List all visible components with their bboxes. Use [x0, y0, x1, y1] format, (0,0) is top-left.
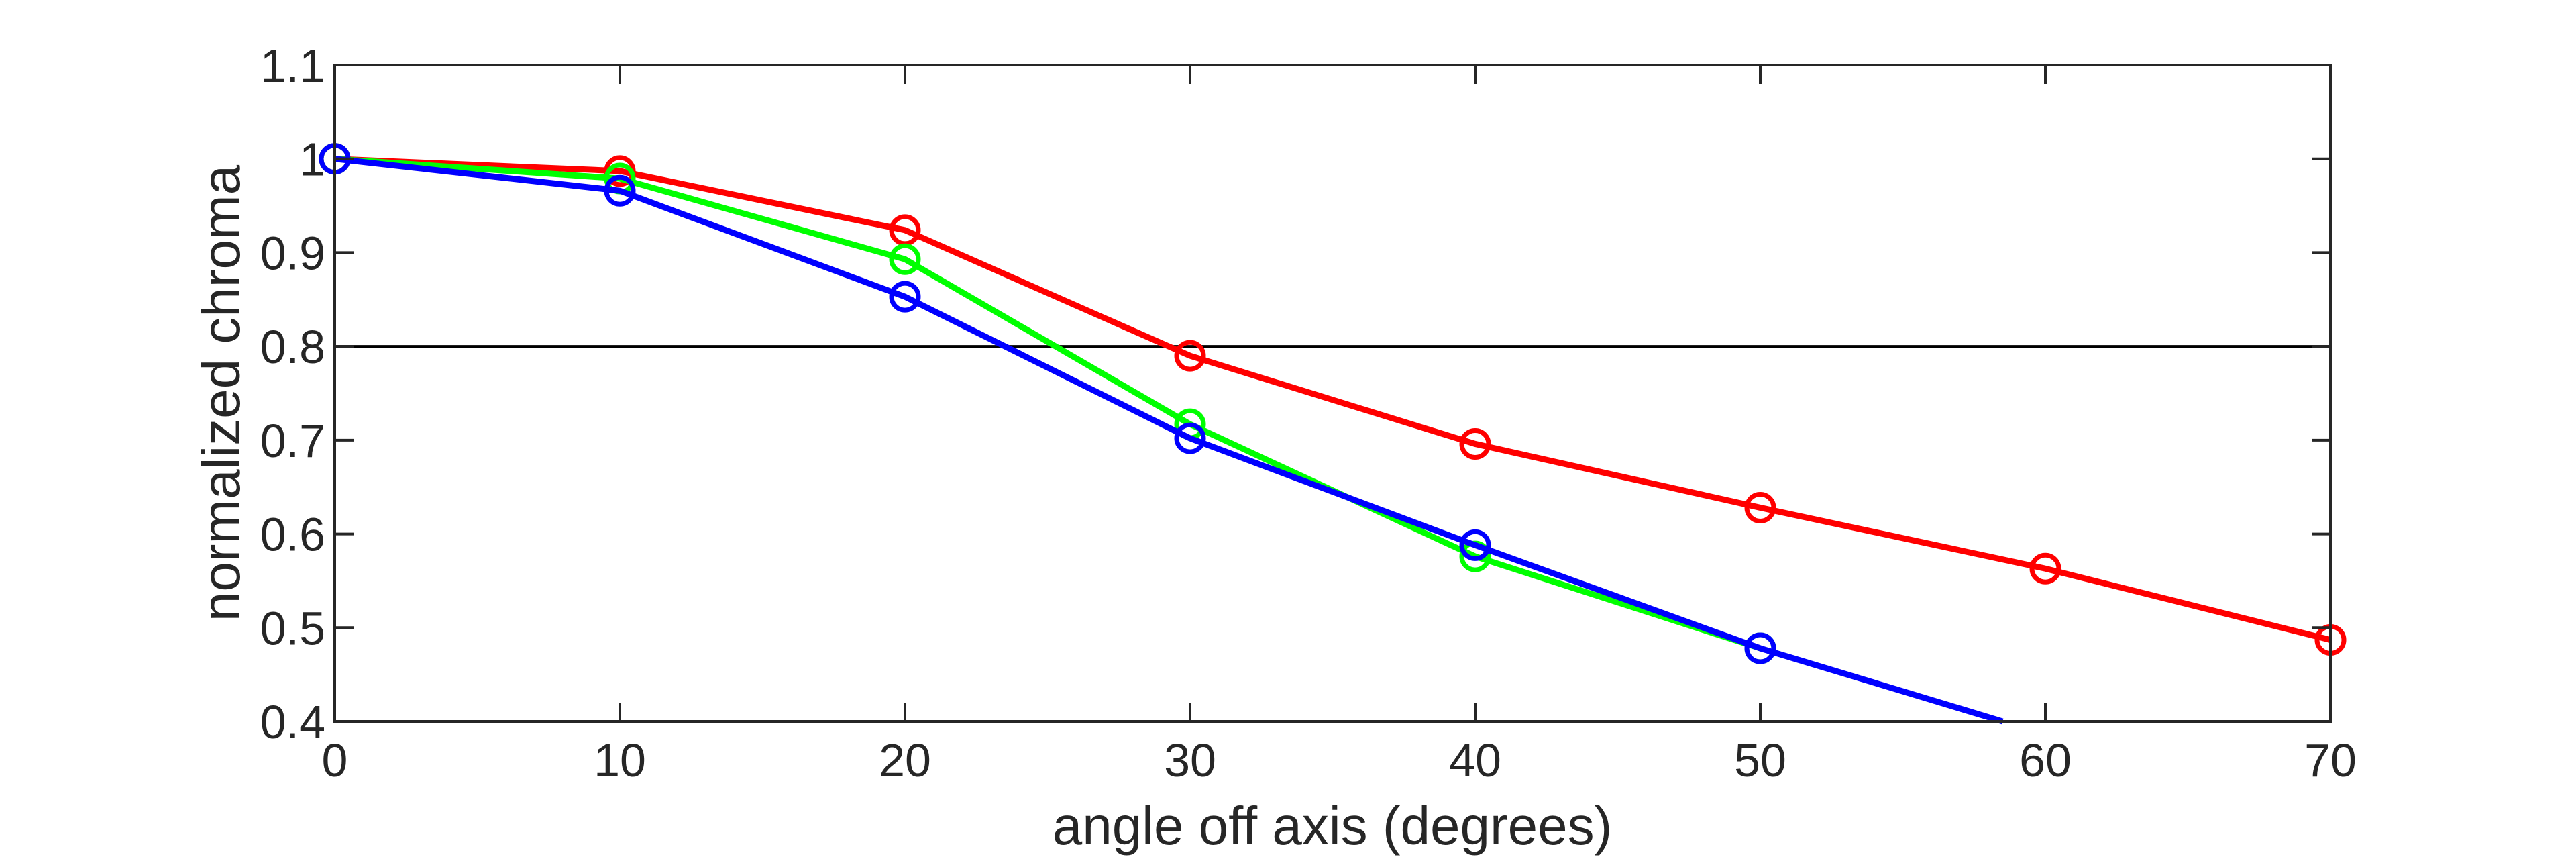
- y-tick-label: 0.5: [260, 602, 325, 654]
- y-axis-title: normalized chroma: [191, 164, 251, 621]
- y-tick-label: 0.4: [260, 696, 325, 748]
- y-tick-label: 0.8: [260, 321, 325, 373]
- series-3: [319, 143, 2004, 725]
- data-point: [2029, 552, 2061, 585]
- x-tick-label: 40: [1449, 734, 1501, 787]
- data-point: [1744, 632, 1776, 664]
- data-point: [1459, 427, 1491, 460]
- data-point: [889, 243, 921, 275]
- y-tick-label: 1.1: [260, 40, 325, 92]
- x-tick-label: 0: [322, 734, 348, 787]
- data-point: [604, 174, 636, 207]
- data-point: [1174, 340, 1206, 372]
- data-point: [889, 281, 921, 313]
- x-tick-label: 50: [1734, 734, 1786, 787]
- y-tick-label: 0.9: [260, 227, 325, 279]
- x-tick-label: 10: [594, 734, 646, 787]
- y-tick-label: 0.6: [260, 509, 325, 561]
- x-tick-label: 60: [2019, 734, 2072, 787]
- series-line: [334, 156, 2332, 643]
- plot-frame: [333, 64, 2332, 723]
- y-tick-label: 0.7: [260, 415, 325, 467]
- data-point: [1174, 422, 1206, 454]
- x-tick-label: 70: [2304, 734, 2357, 787]
- data-point: [1459, 529, 1491, 561]
- data-point: [1744, 491, 1776, 523]
- x-axis-title: angle off axis (degrees): [1053, 796, 1613, 856]
- y-tick-label: 1: [299, 134, 325, 186]
- plot-background: [335, 65, 2330, 721]
- x-tick-label: 20: [879, 734, 931, 787]
- series-line: [334, 156, 1762, 652]
- x-tick-label: 30: [1164, 734, 1216, 787]
- series-line: [334, 156, 2004, 725]
- tick-layer: 0 10 20 30 40 50 60 70 0.4 0.5 0.6 0.7 0.8 0.9 1 1.1: [260, 40, 2357, 787]
